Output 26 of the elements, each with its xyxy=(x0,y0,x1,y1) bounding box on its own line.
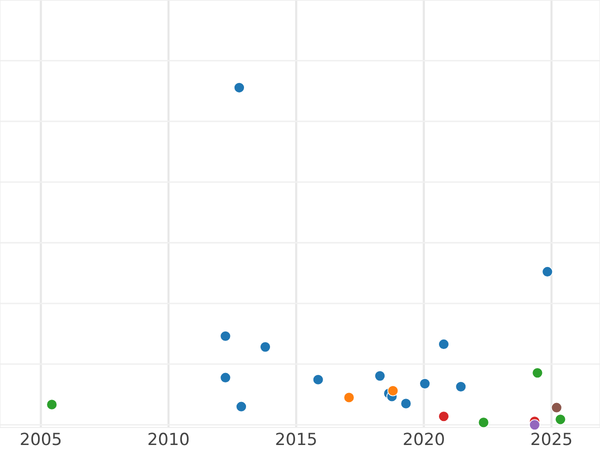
point xyxy=(236,401,247,412)
point xyxy=(220,330,231,342)
point xyxy=(455,381,466,392)
point xyxy=(529,419,540,430)
point xyxy=(478,416,490,428)
point xyxy=(551,402,562,414)
point xyxy=(387,385,398,396)
point xyxy=(532,367,543,378)
point xyxy=(554,414,566,425)
point xyxy=(344,392,355,403)
x-tick-label: 2005 xyxy=(20,432,61,446)
x-tick-label: 2025 xyxy=(532,432,572,446)
point xyxy=(220,372,231,384)
point xyxy=(438,410,450,422)
point xyxy=(438,338,450,350)
point xyxy=(542,266,553,278)
point xyxy=(374,370,386,382)
x-tick-label: 2020 xyxy=(404,432,444,446)
point xyxy=(234,82,245,94)
point xyxy=(46,399,58,410)
point xyxy=(312,374,324,386)
x-tick-label: 2010 xyxy=(148,432,189,446)
point xyxy=(419,378,430,390)
point xyxy=(400,398,412,410)
x-tick-label: 2015 xyxy=(276,432,316,446)
point xyxy=(260,341,271,352)
